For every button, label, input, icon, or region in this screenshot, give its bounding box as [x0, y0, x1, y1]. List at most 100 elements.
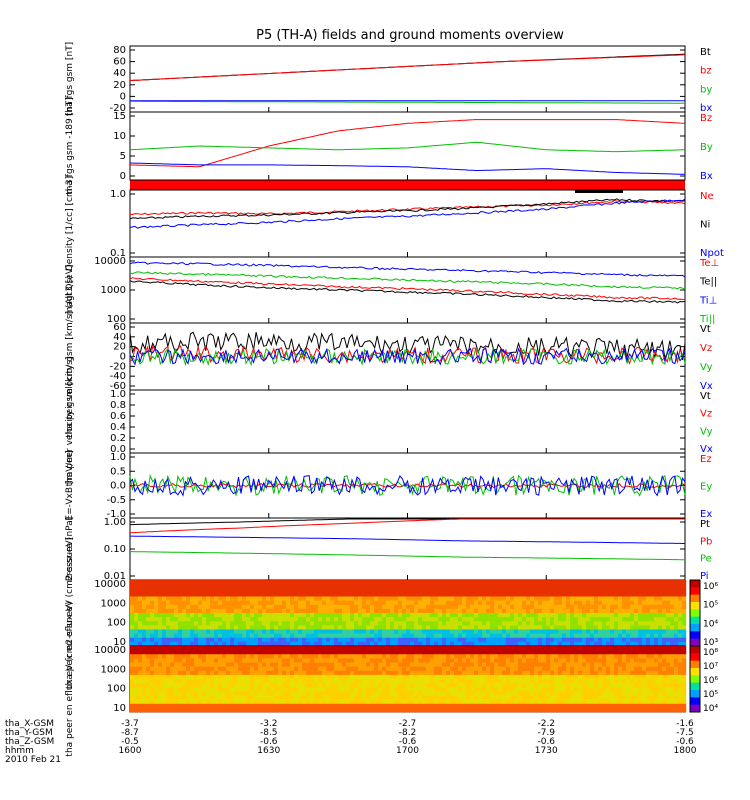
heatmap-cell [542, 646, 547, 651]
heatmap-cell [670, 580, 675, 585]
heatmap-cell [130, 588, 135, 593]
heatmap-cell [590, 596, 595, 601]
heatmap-cell [170, 691, 175, 696]
heatmap-cell [410, 596, 415, 601]
heatmap-cell [214, 629, 219, 634]
heatmap-cell [458, 654, 463, 659]
heatmap-cell [574, 662, 579, 667]
heatmap-cell [306, 641, 311, 647]
heatmap-cell [514, 596, 519, 601]
heatmap-cell [262, 679, 267, 684]
heatmap-cell [234, 707, 239, 713]
heatmap-cell [254, 604, 259, 610]
heatmap-cell [226, 695, 231, 700]
heatmap-cell [654, 604, 659, 610]
heatmap-cell [338, 596, 343, 601]
heatmap-cell [554, 584, 559, 589]
heatmap-cell [178, 592, 183, 597]
heatmap-cell [618, 650, 623, 655]
heatmap-cell [238, 687, 243, 692]
heatmap-cell [574, 625, 579, 630]
heatmap-cell [498, 654, 503, 659]
heatmap-cell [322, 633, 327, 639]
heatmap-cell [606, 580, 611, 585]
heatmap-cell [606, 654, 611, 659]
heatmap-cell [142, 633, 147, 639]
heatmap-cell [450, 580, 455, 585]
heatmap-cell [658, 650, 663, 655]
heatmap-cell [614, 679, 619, 684]
heatmap-cell [626, 646, 631, 651]
heatmap-cell [434, 629, 439, 634]
heatmap-cell [674, 646, 679, 651]
heatmap-cell [182, 641, 187, 647]
heatmap-cell [518, 588, 523, 593]
heatmap-cell [166, 646, 171, 651]
heatmap-cell [450, 707, 455, 713]
heatmap-cell [290, 641, 295, 647]
xaxis-value: -7.5 [676, 728, 694, 738]
heatmap-cell [562, 646, 567, 651]
heatmap-cell [170, 646, 175, 651]
colorbar-tick-label: 10⁵ [703, 601, 718, 611]
heatmap-cell [298, 600, 303, 606]
heatmap-cell [590, 658, 595, 663]
heatmap-cell [550, 584, 555, 589]
series-line [129, 119, 686, 168]
heatmap-cell [438, 662, 443, 667]
heatmap-cell [526, 600, 531, 606]
heatmap-cell [494, 629, 499, 634]
heatmap-cell [250, 584, 255, 589]
heatmap-cell [158, 613, 163, 618]
heatmap-cell [318, 617, 323, 622]
heatmap-cell [466, 629, 471, 634]
heatmap-cell [586, 699, 591, 705]
heatmap-cell [646, 679, 651, 684]
heatmap-cell [174, 695, 179, 700]
heatmap-cell [510, 584, 515, 589]
heatmap-cell [190, 699, 195, 705]
heatmap-cell [262, 629, 267, 634]
heatmap-cell [374, 666, 379, 672]
heatmap-cell [566, 613, 571, 618]
heatmap-cell [530, 629, 535, 634]
heatmap-cell [362, 633, 367, 639]
heatmap-cell [366, 691, 371, 696]
heatmap-cell [374, 703, 379, 709]
heatmap-cell [462, 687, 467, 692]
heatmap-cell [430, 695, 435, 700]
heatmap-cell [386, 662, 391, 667]
colorbar-segment [690, 580, 700, 588]
heatmap-cell [150, 584, 155, 589]
heatmap-cell [318, 596, 323, 601]
heatmap-cell [330, 600, 335, 606]
heatmap-cell [566, 703, 571, 709]
heatmap-cell [558, 699, 563, 705]
heatmap-cell [522, 646, 527, 651]
heatmap-cell [446, 613, 451, 618]
heatmap-cell [202, 658, 207, 663]
heatmap-cell [678, 588, 683, 593]
heatmap-cell [482, 699, 487, 705]
heatmap-cell [194, 658, 199, 663]
heatmap-cell [486, 662, 491, 667]
heatmap-cell [614, 666, 619, 672]
heatmap-cell [266, 703, 271, 709]
heatmap-cell [394, 588, 399, 593]
heatmap-cell [518, 695, 523, 700]
heatmap-cell [362, 641, 367, 647]
heatmap-cell [586, 654, 591, 659]
heatmap-cell [494, 604, 499, 610]
heatmap-cell [542, 613, 547, 618]
heatmap-cell [166, 625, 171, 630]
heatmap-cell [130, 580, 135, 585]
heatmap-cell [546, 584, 551, 589]
heatmap-cell [438, 687, 443, 692]
heatmap-cell [398, 613, 403, 618]
heatmap-cell [190, 641, 195, 647]
heatmap-cell [662, 670, 667, 676]
heatmap-cell [310, 679, 315, 684]
heatmap-cell [542, 580, 547, 585]
heatmap-cell [318, 600, 323, 606]
heatmap-cell [230, 699, 235, 705]
